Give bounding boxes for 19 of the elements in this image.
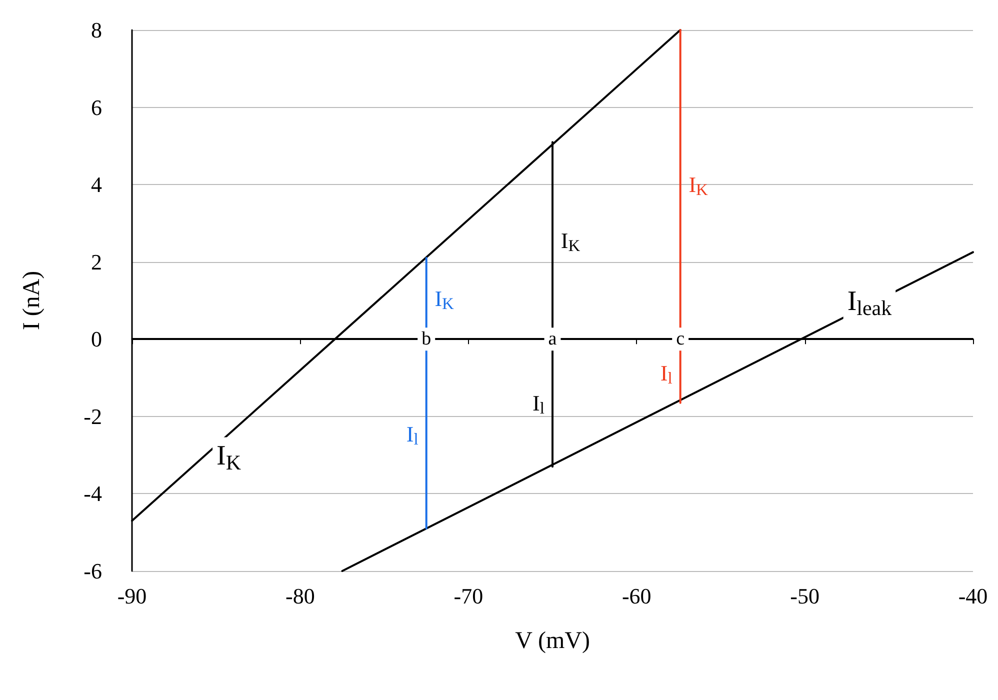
y-tick-label: 0 (91, 326, 102, 352)
x-tick-label: -70 (454, 584, 484, 608)
y-tick-label: -4 (84, 481, 102, 506)
y-tick-label: -6 (84, 558, 102, 584)
x-tick-label: -80 (286, 584, 315, 608)
y-tick-label: 2 (91, 249, 102, 274)
y-tick-label: 4 (91, 172, 102, 198)
y-tick-label: -2 (84, 404, 102, 429)
annotation: a (548, 328, 558, 350)
x-tick-label: -60 (622, 584, 652, 608)
y-tick-label: 6 (91, 94, 102, 120)
annotation: c (676, 328, 685, 350)
x-tick-label: -50 (790, 584, 820, 608)
y-tick-label: 8 (91, 18, 102, 42)
x-tick-label: -90 (117, 584, 147, 608)
y-axis-title: I (nA) (19, 270, 45, 330)
x-tick-label: -40 (958, 584, 988, 608)
x-axis-title: V (mV) (515, 628, 590, 654)
annotation: b (422, 328, 432, 350)
